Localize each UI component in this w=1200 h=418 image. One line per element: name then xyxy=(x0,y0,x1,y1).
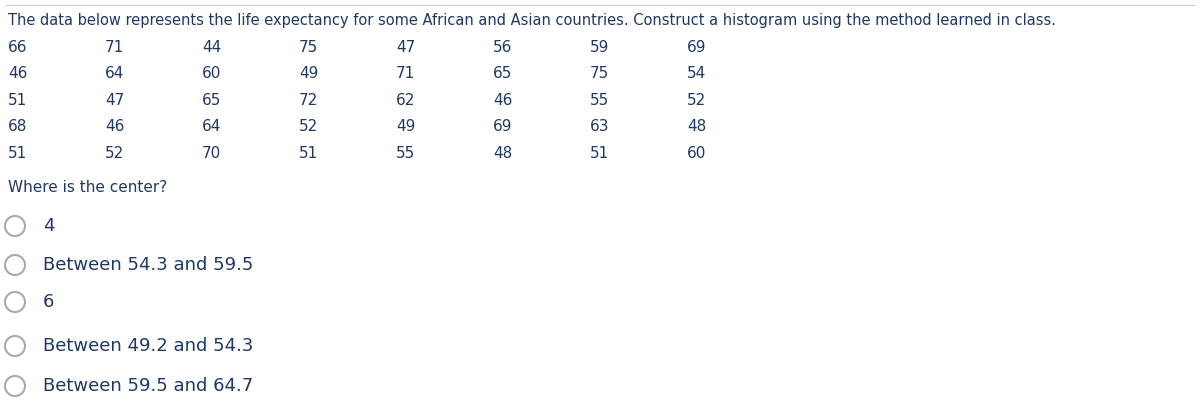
Text: 55: 55 xyxy=(590,93,610,108)
Text: 52: 52 xyxy=(299,120,318,135)
Text: 51: 51 xyxy=(590,146,610,161)
Text: 70: 70 xyxy=(202,146,221,161)
Text: 56: 56 xyxy=(493,40,512,55)
Text: 6: 6 xyxy=(43,293,54,311)
Text: 55: 55 xyxy=(396,146,415,161)
Text: 47: 47 xyxy=(396,40,415,55)
Text: 65: 65 xyxy=(202,93,221,108)
Text: 54: 54 xyxy=(686,66,707,82)
Text: 49: 49 xyxy=(396,120,415,135)
Text: 60: 60 xyxy=(686,146,707,161)
Text: 51: 51 xyxy=(8,146,28,161)
Text: The data below represents the life expectancy for some African and Asian countri: The data below represents the life expec… xyxy=(8,13,1056,28)
Text: Where is the center?: Where is the center? xyxy=(8,180,167,195)
Text: 63: 63 xyxy=(590,120,610,135)
Text: 4: 4 xyxy=(43,217,54,235)
Text: Between 49.2 and 54.3: Between 49.2 and 54.3 xyxy=(43,337,253,355)
Text: 51: 51 xyxy=(299,146,318,161)
Text: 46: 46 xyxy=(8,66,28,82)
Text: 68: 68 xyxy=(8,120,28,135)
Text: 52: 52 xyxy=(106,146,125,161)
Text: 69: 69 xyxy=(493,120,512,135)
Text: 62: 62 xyxy=(396,93,415,108)
Text: 59: 59 xyxy=(590,40,610,55)
Text: 64: 64 xyxy=(202,120,221,135)
Text: 46: 46 xyxy=(106,120,125,135)
Text: 49: 49 xyxy=(299,66,318,82)
Text: 46: 46 xyxy=(493,93,512,108)
Text: Between 59.5 and 64.7: Between 59.5 and 64.7 xyxy=(43,377,253,395)
Text: 75: 75 xyxy=(299,40,318,55)
Text: 52: 52 xyxy=(686,93,707,108)
Text: 44: 44 xyxy=(202,40,221,55)
Text: 48: 48 xyxy=(493,146,512,161)
Text: 75: 75 xyxy=(590,66,610,82)
Text: 71: 71 xyxy=(106,40,125,55)
Text: 69: 69 xyxy=(686,40,707,55)
Text: 72: 72 xyxy=(299,93,318,108)
Text: 65: 65 xyxy=(493,66,512,82)
Text: 64: 64 xyxy=(106,66,125,82)
Text: 51: 51 xyxy=(8,93,28,108)
Text: Between 54.3 and 59.5: Between 54.3 and 59.5 xyxy=(43,256,253,274)
Text: 71: 71 xyxy=(396,66,415,82)
Text: 47: 47 xyxy=(106,93,125,108)
Text: 60: 60 xyxy=(202,66,221,82)
Text: 48: 48 xyxy=(686,120,707,135)
Text: 66: 66 xyxy=(8,40,28,55)
